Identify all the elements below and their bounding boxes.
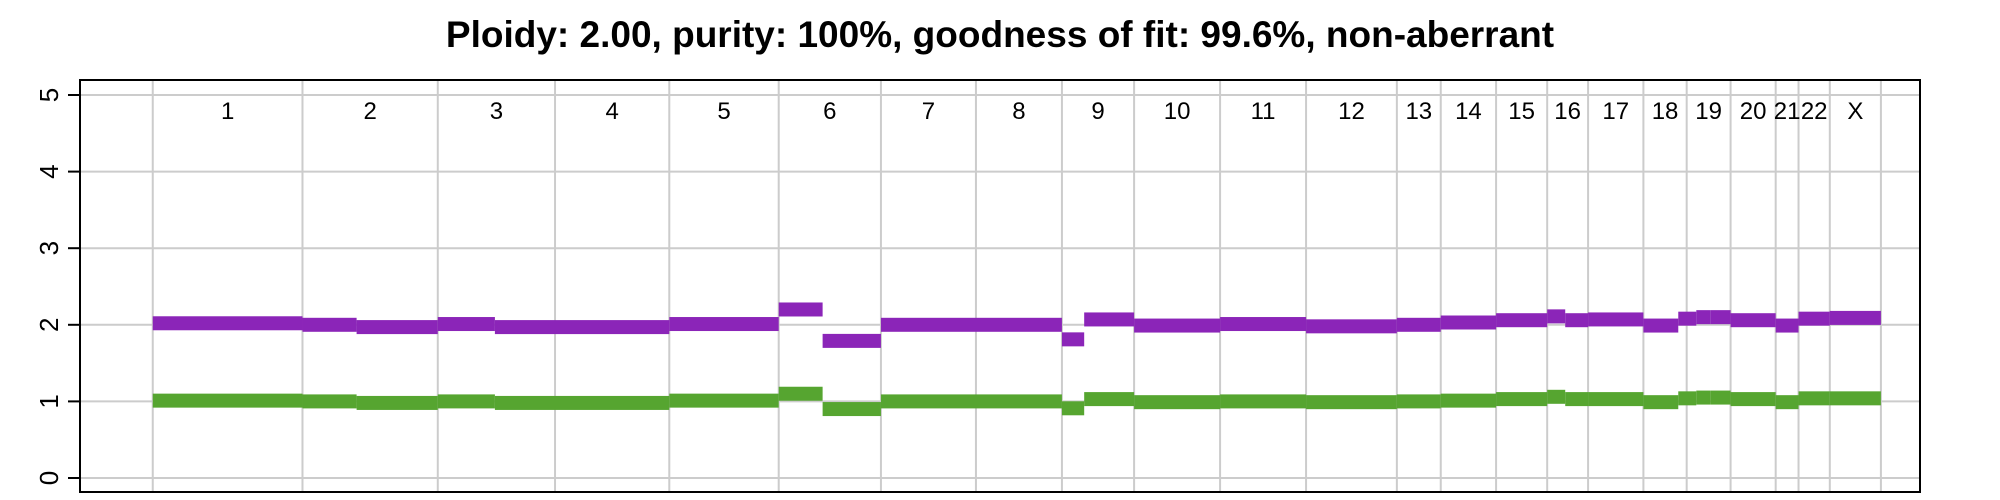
chromosome-label-18: 18	[1652, 98, 1679, 125]
major-cn-segment	[778, 302, 823, 317]
minor-cn-segment	[356, 395, 438, 410]
major-cn-segment	[152, 316, 303, 331]
chromosome-label-11: 11	[1251, 98, 1276, 125]
chromosome-label-15: 15	[1508, 98, 1535, 125]
minor-cn-segment	[1565, 392, 1589, 407]
minor-cn-segment	[1061, 401, 1085, 416]
minor-cn-segment	[1678, 391, 1697, 406]
chromosome-label-X: X	[1847, 98, 1863, 125]
major-cn-segment	[1643, 318, 1679, 333]
minor-cn-segment	[1440, 393, 1497, 408]
major-cn-segment	[1588, 312, 1644, 327]
major-cn-segment	[1440, 315, 1497, 330]
minor-cn-segment	[880, 394, 1062, 409]
major-cn-segment	[1134, 318, 1221, 333]
chromosome-label-14: 14	[1455, 98, 1482, 125]
major-cn-segment	[1829, 310, 1881, 325]
chromosome-label-21: 21	[1774, 98, 1801, 125]
major-cn-segment	[822, 333, 881, 348]
minor-cn-segment	[1829, 391, 1881, 406]
minor-cn-segment	[1730, 392, 1776, 407]
chromosome-label-3: 3	[490, 98, 503, 125]
chromosome-label-20: 20	[1740, 98, 1767, 125]
minor-cn-segment	[1084, 392, 1135, 407]
major-cn-segment	[1547, 309, 1566, 324]
major-cn-segment	[1496, 313, 1548, 328]
major-cn-segment	[1775, 318, 1799, 333]
minor-cn-segment	[1134, 395, 1221, 410]
y-tick-label: 1	[34, 394, 64, 408]
minor-cn-segment	[152, 393, 303, 408]
minor-cn-segment	[1710, 390, 1731, 405]
major-cn-segment	[1678, 311, 1697, 326]
chromosome-label-19: 19	[1695, 98, 1722, 125]
chromosome-label-12: 12	[1338, 98, 1365, 125]
chromosome-label-6: 6	[823, 98, 836, 125]
chromosome-label-7: 7	[922, 98, 935, 125]
grid-layer	[80, 80, 1920, 492]
minor-cn-segment	[778, 386, 823, 401]
chromosome-label-4: 4	[605, 98, 618, 125]
major-cn-segment	[669, 317, 779, 332]
major-cn-segment	[356, 320, 438, 335]
minor-cn-segment	[669, 393, 779, 408]
plot-frame	[79, 79, 1921, 493]
major-cn-segment	[1084, 312, 1135, 327]
major-cn-segment	[437, 317, 495, 332]
minor-cn-segment	[1643, 395, 1679, 410]
minor-cn-segment	[1306, 395, 1397, 410]
chromosome-label-8: 8	[1012, 98, 1025, 125]
major-cn-segment	[1565, 313, 1589, 328]
y-tick-label: 5	[34, 88, 64, 102]
major-cn-segment	[1306, 319, 1397, 334]
chromosome-label-22: 22	[1801, 98, 1828, 125]
y-tick-label: 3	[34, 241, 64, 255]
minor-cn-segment	[302, 394, 357, 409]
major-cn-segment	[1730, 313, 1776, 328]
minor-cn-segment	[822, 402, 881, 417]
y-tick-label: 2	[34, 318, 64, 332]
minor-cn-segment	[1696, 390, 1711, 405]
minor-cn-segment	[1547, 389, 1566, 404]
chromosome-label-2: 2	[363, 98, 376, 125]
chart-title: Ploidy: 2.00, purity: 100%, goodness of …	[445, 14, 1555, 55]
y-axis: 0 1 2 3 4 5	[34, 88, 80, 485]
chromosome-label-5: 5	[717, 98, 730, 125]
chromosome-label-10: 10	[1164, 98, 1191, 125]
major-cn-segment	[1798, 311, 1830, 326]
chromosome-label-13: 13	[1405, 98, 1432, 125]
y-tick-label: 0	[34, 471, 64, 485]
chromosome-label-1: 1	[221, 98, 234, 125]
minor-cn-segment	[1798, 391, 1830, 406]
y-tick-label: 4	[34, 164, 64, 178]
major-cn-segment	[1696, 310, 1711, 325]
minor-cn-segment	[1775, 395, 1799, 410]
major-cn-segment	[494, 320, 670, 335]
chromosome-labels: 1 2 3 4 5 6 7 8 9 10 11 12 13 14 15 16 17 18 19 20 21 22 X	[221, 98, 1863, 125]
minor-cn-segment	[494, 395, 670, 410]
minor-cn-segment	[1220, 394, 1307, 409]
major-cn-segment	[1061, 332, 1085, 347]
segments	[152, 302, 1881, 417]
major-cn-segment	[880, 317, 1062, 332]
major-cn-segment	[1220, 317, 1307, 332]
minor-cn-segment	[1496, 392, 1548, 407]
major-cn-segment	[302, 317, 357, 332]
chromosome-label-16: 16	[1554, 98, 1581, 125]
minor-cn-segment	[437, 394, 495, 409]
major-cn-segment	[1710, 310, 1731, 325]
chromosome-label-9: 9	[1091, 98, 1104, 125]
major-cn-segment	[1396, 317, 1441, 332]
chromosome-label-17: 17	[1602, 98, 1629, 125]
minor-cn-segment	[1396, 394, 1441, 409]
minor-cn-segment	[1588, 392, 1644, 407]
